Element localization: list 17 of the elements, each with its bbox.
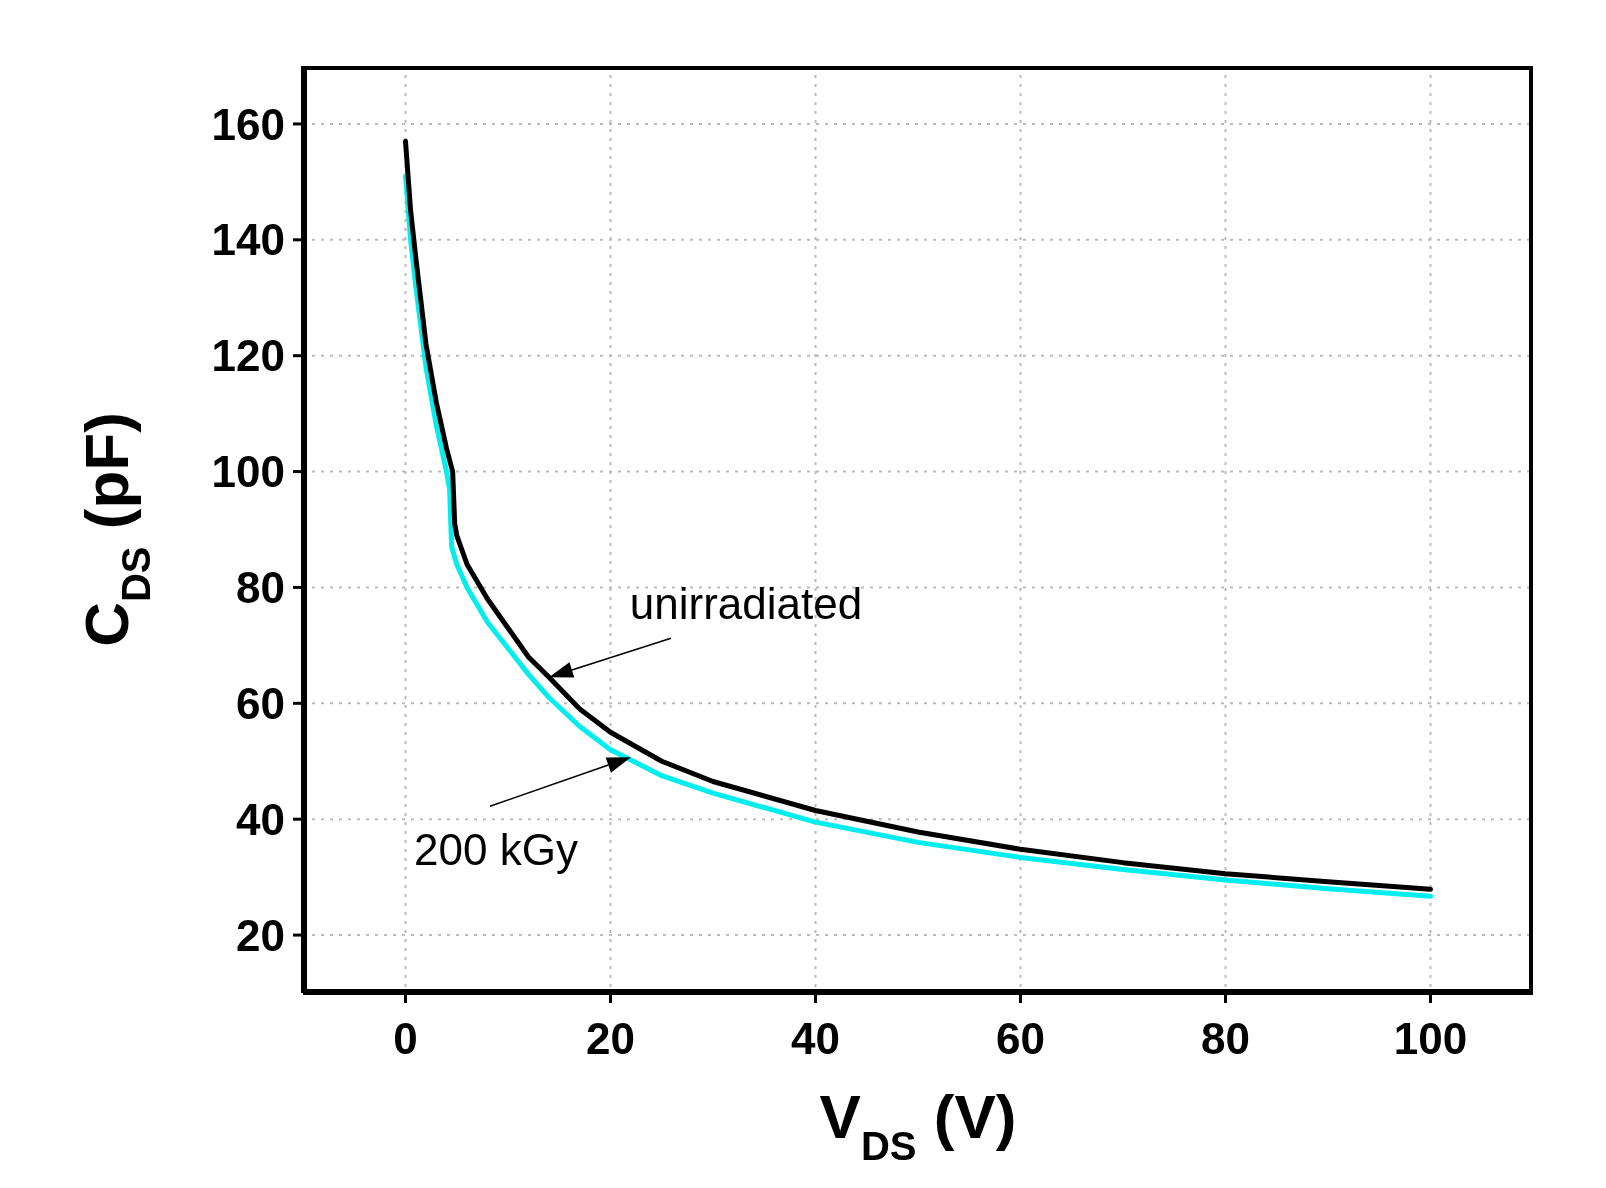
y-tick-label: 60: [236, 678, 285, 728]
y-tick-label: 100: [211, 447, 285, 497]
x-tick-label: 60: [996, 1014, 1045, 1064]
x-axis-title: V$_{DS}$ (V): [819, 1082, 1017, 1168]
x-tick-label: 80: [1201, 1014, 1250, 1064]
annotation: unirradiated: [629, 578, 863, 628]
annotation: 200 kGy: [414, 824, 578, 874]
x-tick-label: 100: [1393, 1014, 1468, 1064]
y-tick-label: 80: [236, 563, 285, 613]
x-tick-label: 40: [791, 1014, 840, 1064]
y-tick-label: 140: [211, 215, 285, 265]
y-tick-label: 160: [211, 99, 285, 149]
x-tick-label: 20: [586, 1014, 635, 1064]
y-tick-label: 120: [211, 331, 285, 381]
y-tick-label: 20: [236, 910, 285, 960]
y-tick-label: 40: [236, 794, 285, 844]
x-tick-label: 0: [393, 1014, 418, 1064]
